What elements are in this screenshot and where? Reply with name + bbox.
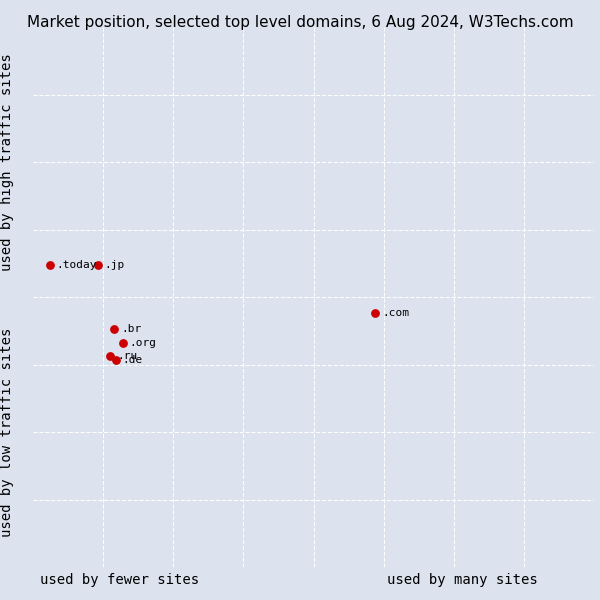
Point	[118, 338, 128, 347]
Text: Market position, selected top level domains, 6 Aug 2024, W3Techs.com: Market position, selected top level doma…	[26, 15, 574, 30]
Text: .org: .org	[130, 338, 157, 348]
Text: .br: .br	[121, 325, 142, 334]
Text: used by fewer sites: used by fewer sites	[40, 573, 200, 587]
Text: .jp: .jp	[104, 260, 124, 269]
Point	[370, 308, 380, 318]
Point	[45, 260, 55, 269]
Point	[93, 260, 103, 269]
Text: .de: .de	[123, 355, 143, 365]
Text: .today: .today	[56, 260, 97, 269]
Text: used by low traffic sites: used by low traffic sites	[0, 328, 14, 536]
Text: .ru: .ru	[117, 352, 137, 361]
Text: .com: .com	[382, 308, 409, 318]
Point	[110, 325, 119, 334]
Text: used by high traffic sites: used by high traffic sites	[0, 53, 14, 271]
Text: used by many sites: used by many sites	[386, 573, 538, 587]
Point	[106, 352, 115, 361]
Point	[111, 355, 121, 365]
